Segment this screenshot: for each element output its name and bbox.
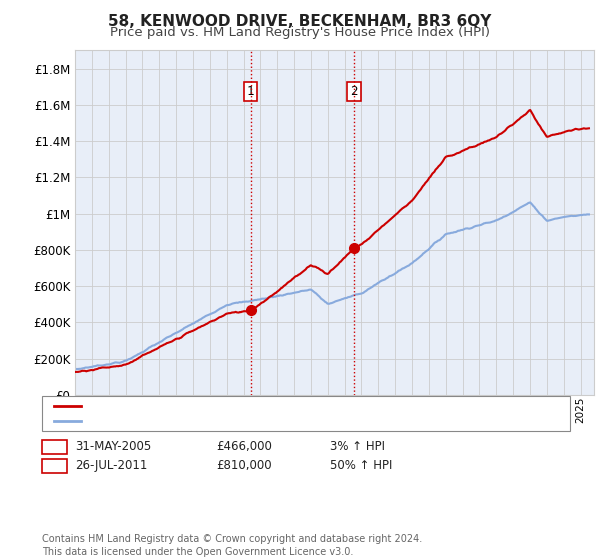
Text: Price paid vs. HM Land Registry's House Price Index (HPI): Price paid vs. HM Land Registry's House … <box>110 26 490 39</box>
Text: 31-MAY-2005: 31-MAY-2005 <box>75 440 151 454</box>
Text: 2: 2 <box>51 459 58 473</box>
Text: 50% ↑ HPI: 50% ↑ HPI <box>330 459 392 473</box>
Text: 58, KENWOOD DRIVE, BECKENHAM, BR3 6QY (detached house): 58, KENWOOD DRIVE, BECKENHAM, BR3 6QY (d… <box>87 401 440 411</box>
Text: 1: 1 <box>51 440 58 454</box>
Text: 1: 1 <box>247 85 254 98</box>
Text: 3% ↑ HPI: 3% ↑ HPI <box>330 440 385 454</box>
Text: 26-JUL-2011: 26-JUL-2011 <box>75 459 148 473</box>
Text: 2: 2 <box>350 85 358 98</box>
Text: £810,000: £810,000 <box>216 459 272 473</box>
Text: £466,000: £466,000 <box>216 440 272 454</box>
Text: 58, KENWOOD DRIVE, BECKENHAM, BR3 6QY: 58, KENWOOD DRIVE, BECKENHAM, BR3 6QY <box>109 14 491 29</box>
Text: Contains HM Land Registry data © Crown copyright and database right 2024.
This d: Contains HM Land Registry data © Crown c… <box>42 534 422 557</box>
Text: HPI: Average price, detached house, Bromley: HPI: Average price, detached house, Brom… <box>87 416 340 426</box>
